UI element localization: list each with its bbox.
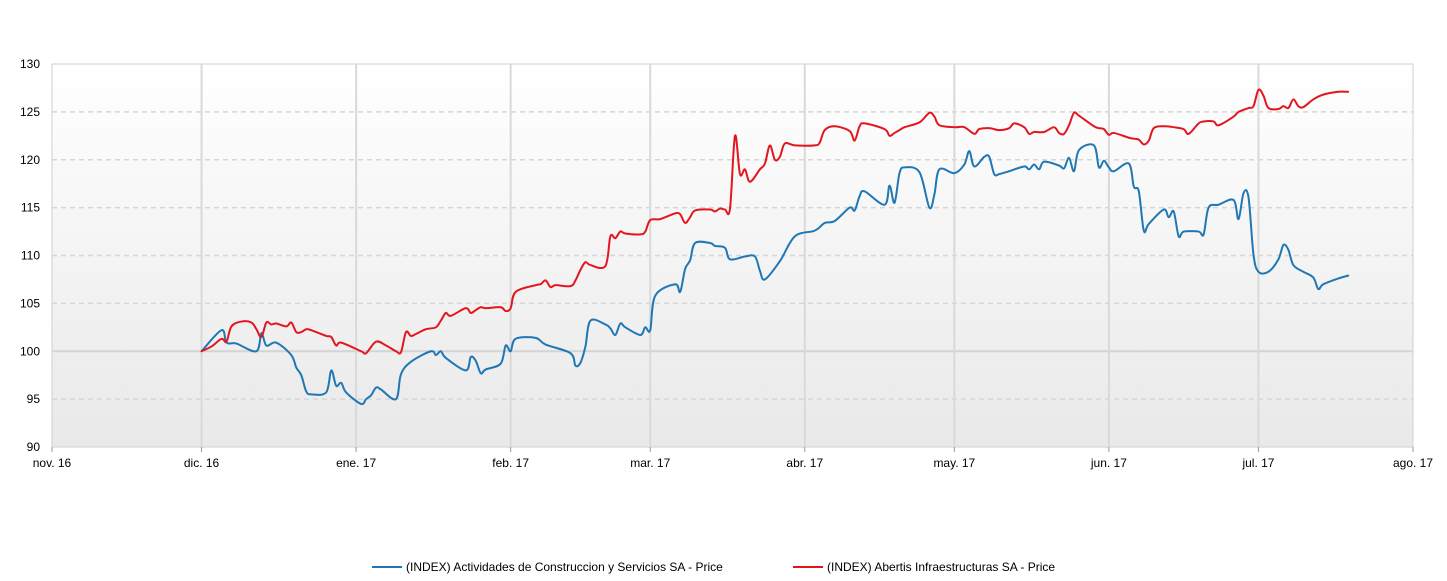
x-tick-label: abr. 17: [786, 456, 823, 470]
y-tick-label: 110: [21, 249, 40, 263]
y-tick-label: 130: [20, 57, 40, 71]
x-tick-label: nov. 16: [33, 456, 72, 470]
y-tick-label: 120: [20, 153, 40, 167]
y-tick-label: 100: [20, 344, 40, 358]
series-lines: [200, 88, 1350, 406]
x-tick-label: feb. 17: [492, 456, 529, 470]
y-tick-label: 115: [21, 201, 40, 215]
legend-swatch-acs: [372, 566, 402, 568]
y-tick-label: 125: [20, 105, 40, 119]
legend: (INDEX) Actividades de Construccion y Se…: [0, 560, 1447, 578]
legend-item-abertis: (INDEX) Abertis Infraestructuras SA - Pr…: [793, 560, 1055, 574]
series-line-abertis: [200, 88, 1350, 355]
x-tick-label: dic. 16: [184, 456, 220, 470]
x-axis: nov. 16 dic. 16 ene. 17 feb. 17 mar. 17 abr. …: [33, 447, 1433, 470]
y-tick-label: 95: [27, 392, 41, 406]
legend-label-acs: (INDEX) Actividades de Construccion y Se…: [406, 560, 723, 574]
grid-lines: [52, 64, 1413, 447]
series-line-acs: [200, 143, 1350, 406]
legend-item-acs: (INDEX) Actividades de Construccion y Se…: [372, 560, 723, 574]
x-tick-label: mar. 17: [630, 456, 670, 470]
y-tick-label: 105: [20, 296, 40, 310]
y-tick-label: 90: [27, 440, 41, 454]
x-tick-label: ene. 17: [336, 456, 376, 470]
legend-swatch-abertis: [793, 566, 823, 568]
y-axis: 90 95 100 105 110 115 120 125 130: [20, 57, 40, 454]
legend-label-abertis: (INDEX) Abertis Infraestructuras SA - Pr…: [827, 560, 1056, 574]
x-tick-label: jul. 17: [1241, 456, 1274, 470]
x-tick-label: jun. 17: [1090, 456, 1127, 470]
x-tick-label: ago. 17: [1393, 456, 1433, 470]
x-tick-label: may. 17: [933, 456, 975, 470]
